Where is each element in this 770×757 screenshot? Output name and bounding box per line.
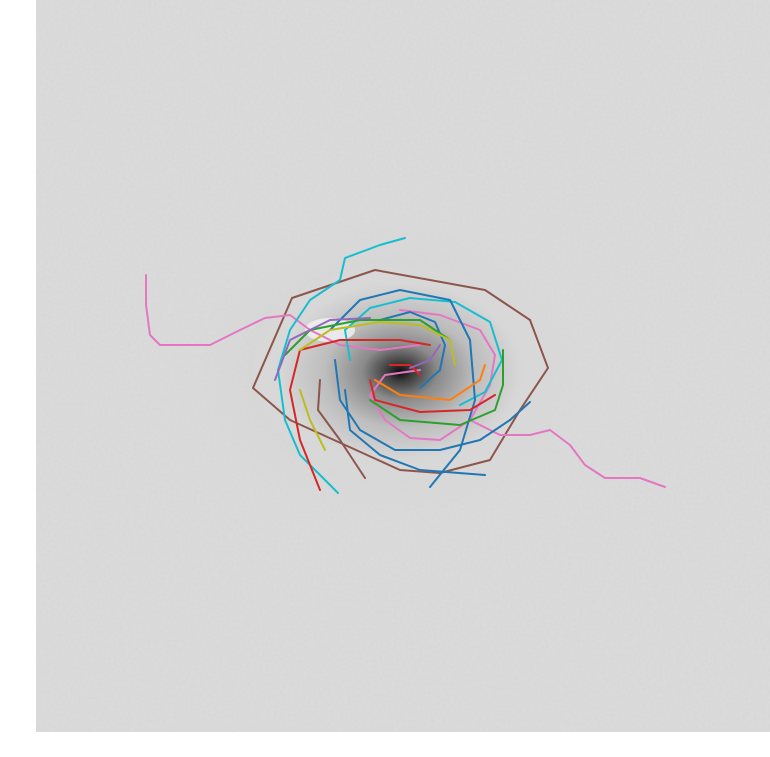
trace [369, 349, 504, 426]
trace [334, 359, 531, 451]
trace [344, 297, 503, 406]
arm-traces [145, 237, 666, 494]
trace [252, 269, 549, 474]
trace [344, 389, 486, 476]
trace [317, 379, 366, 479]
trace [299, 389, 326, 451]
trace [409, 344, 441, 369]
trace [284, 319, 451, 356]
trace [274, 317, 371, 381]
trace [374, 364, 486, 401]
trace [329, 289, 476, 488]
trace [299, 321, 456, 366]
trace [369, 369, 471, 441]
trace [399, 309, 666, 488]
trace [389, 364, 421, 376]
trace [277, 237, 406, 494]
trace [369, 379, 496, 413]
